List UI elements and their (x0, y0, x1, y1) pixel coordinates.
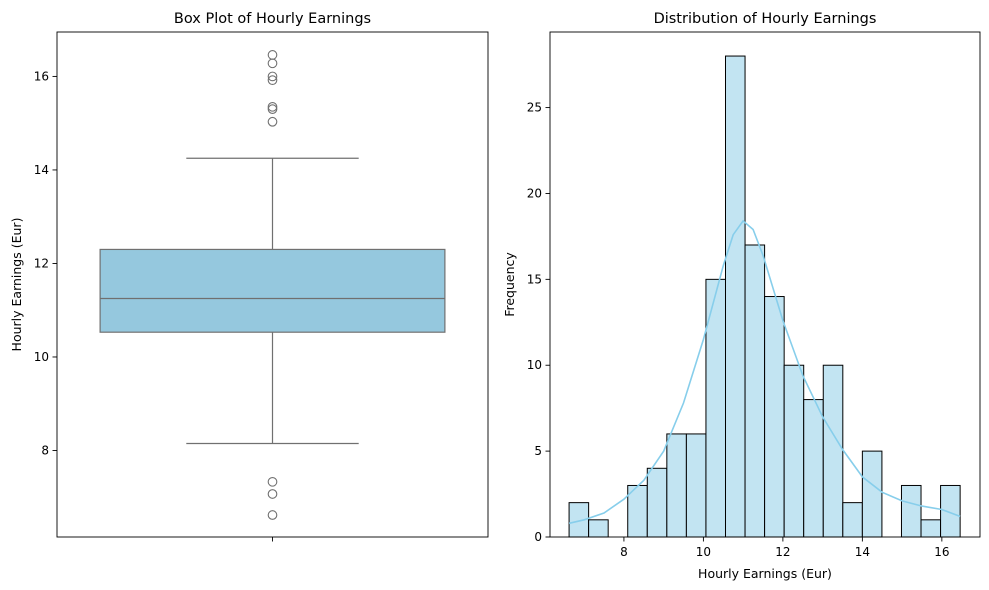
y-tick-label: 20 (527, 186, 542, 200)
outlier-point (267, 510, 278, 520)
x-tick-label: 10 (696, 545, 711, 559)
outlier-point (267, 58, 278, 69)
histogram-bar (842, 502, 863, 538)
box-plot-marks (99, 50, 446, 520)
outlier-point (267, 476, 278, 487)
outlier-point (267, 489, 278, 499)
histogram-bar (822, 364, 844, 538)
histogram-title: Distribution of Hourly Earnings (654, 11, 877, 27)
y-tick-label: 10 (527, 358, 542, 372)
y-tick-label: 16 (34, 69, 49, 83)
x-tick-label: 16 (934, 545, 949, 559)
histogram-bar (920, 519, 942, 538)
kde-curve (568, 219, 961, 525)
y-tick-label: 10 (34, 350, 49, 364)
x-tick-label: 8 (620, 545, 628, 559)
x-tick-label: 14 (855, 545, 870, 559)
y-tick-label: 15 (527, 272, 542, 286)
y-tick-label: 8 (41, 443, 49, 457)
interquartile-box (99, 248, 446, 333)
y-tick-label: 12 (34, 256, 49, 270)
histogram-y-ticks: 0 5 10 15 20 25 (527, 101, 550, 544)
outlier-point (267, 75, 278, 86)
histogram-bar (666, 433, 687, 538)
x-tick-label: 12 (775, 545, 790, 559)
histogram-bars (568, 55, 961, 538)
histogram-bar (685, 433, 707, 538)
histogram-bar (940, 484, 961, 538)
outlier-point (267, 50, 278, 60)
histogram-bar (803, 399, 824, 538)
histogram-bar (783, 364, 805, 538)
box-plot-title: Box Plot of Hourly Earnings (174, 11, 371, 27)
outlier-point (267, 101, 278, 112)
histogram-x-axis-label: Hourly Earnings (Eur) (698, 566, 832, 581)
outlier-point (267, 104, 278, 115)
box-plot-y-axis-label: Hourly Earnings (Eur) (9, 218, 24, 352)
histogram-x-ticks: 8 10 12 14 16 (620, 537, 949, 559)
histogram-chart: Distribution of Hourly Earnings Hourly E… (502, 11, 981, 581)
histogram-y-axis-label: Frequency (502, 252, 517, 317)
box-plot-chart: Box Plot of Hourly Earnings Hourly Earni… (9, 11, 489, 542)
outlier-point (267, 71, 278, 82)
histogram-bar (764, 296, 785, 538)
histogram-bar (744, 244, 766, 538)
histogram-bar (646, 467, 668, 538)
outlier-point (267, 116, 278, 127)
y-tick-label: 0 (534, 530, 542, 544)
histogram-bar (724, 55, 746, 538)
histogram-frame (549, 31, 981, 538)
histogram-bar (861, 450, 883, 538)
y-tick-label: 25 (527, 101, 542, 115)
y-tick-label: 14 (34, 163, 49, 177)
histogram-bar (588, 519, 609, 538)
box-plot-y-ticks: 8 10 12 14 16 (34, 69, 57, 457)
y-tick-label: 5 (534, 444, 542, 458)
histogram-bar (900, 484, 922, 538)
